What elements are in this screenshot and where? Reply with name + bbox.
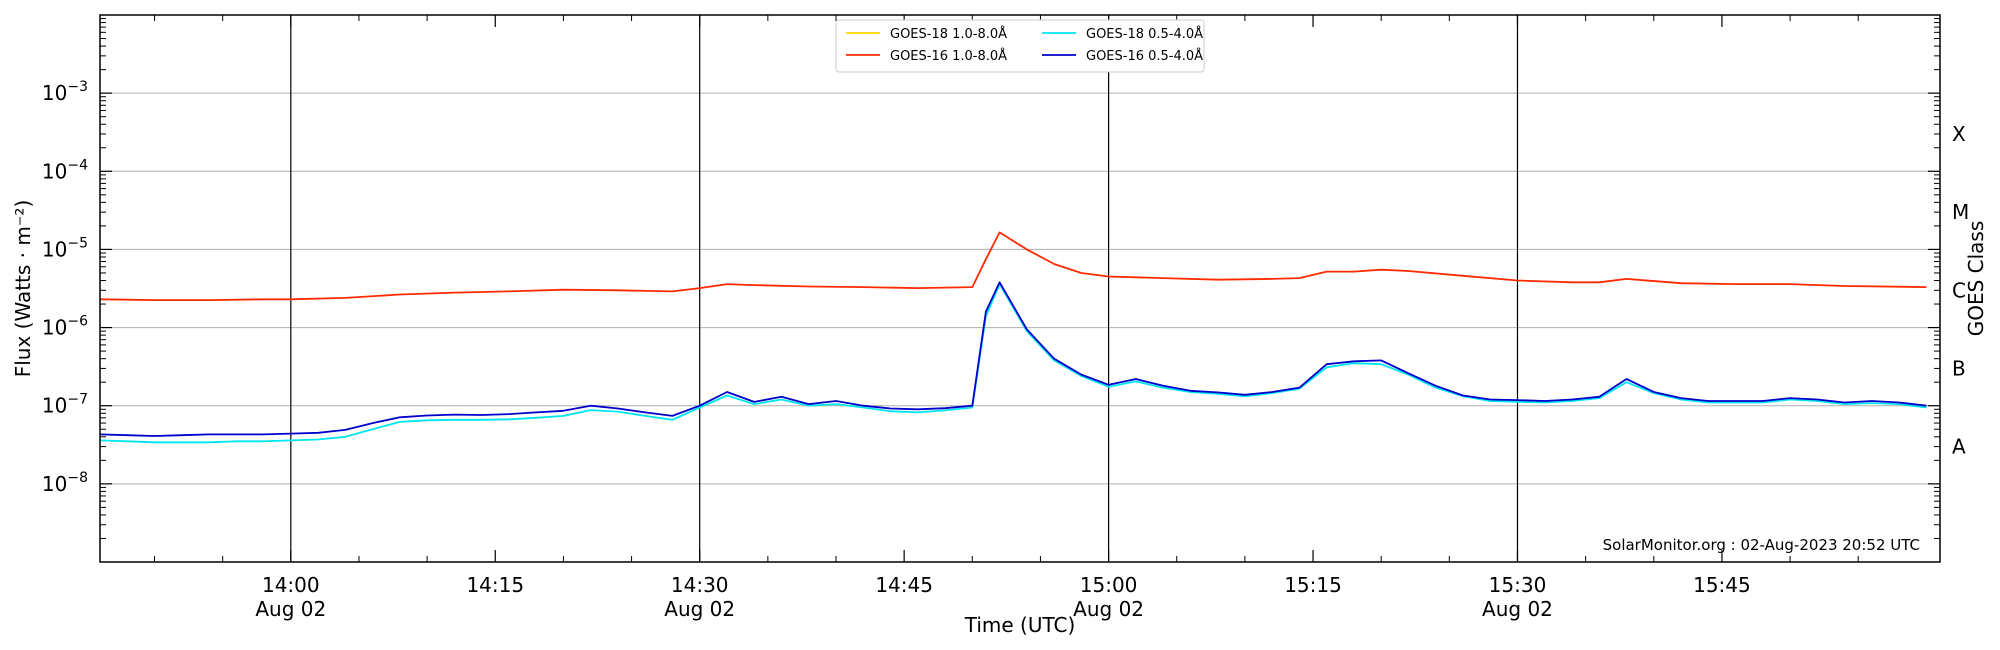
plot-frame [99,14,1941,563]
goes-class-label: X [1952,122,1966,146]
goes-class-label: A [1952,435,1966,459]
y-tick-label: 10−5 [42,235,88,261]
series-line [99,231,1927,302]
watermark-text: SolarMonitor.org : 02-Aug-2023 20:52 UTC [1603,536,1920,554]
legend: GOES-18 1.0-8.0Å GOES-16 1.0-8.0Å GOES-18 … [835,19,1205,73]
series-layer [99,231,1927,444]
legend-label: GOES-16 0.5-4.0Å [1086,48,1203,64]
y2-axis-title: GOES Class [1964,221,1988,337]
x-tick-label: 14:15 [466,573,524,597]
series-line [99,283,1927,444]
goes-class-label: C [1952,278,1966,302]
x-tick-label: 15:15 [1284,573,1342,597]
goes-class-label: M [1952,200,1969,224]
y-tick-label: 10−3 [42,79,88,105]
y-axis-title: Flux (Watts · m⁻²) [11,200,35,378]
x-axis-title: Time (UTC) [964,613,1076,637]
x-tick-label: 14:30 [671,573,729,597]
x-tick-label: 15:30 [1489,573,1547,597]
legend-label: GOES-18 0.5-4.0Å [1086,26,1203,42]
x-tick-date-label: Aug 02 [1482,597,1553,621]
x-tick-label: 14:45 [875,573,933,597]
y-tick-label: 10−7 [42,392,88,418]
y-tick-label: 10−8 [42,470,88,496]
vertical-lines-layer [290,15,1519,562]
grid-layer [100,92,1940,485]
x-tick-label: 15:45 [1693,573,1751,597]
legend-box [835,19,1205,73]
goes-class-label: B [1952,356,1966,380]
y-tick-label: 10−4 [42,157,88,183]
x-tick-date-label: Aug 02 [1073,597,1144,621]
legend-label: GOES-18 1.0-8.0Å [890,26,1007,42]
x-tick-label: 14:00 [262,573,320,597]
tick-layer [100,15,1940,562]
series-line [99,281,1927,437]
y-tick-label: 10−6 [42,314,88,340]
x-tick-date-label: Aug 02 [664,597,735,621]
legend-label: GOES-16 1.0-8.0Å [890,48,1007,64]
x-tick-date-label: Aug 02 [255,597,326,621]
x-tick-label: 15:00 [1080,573,1138,597]
